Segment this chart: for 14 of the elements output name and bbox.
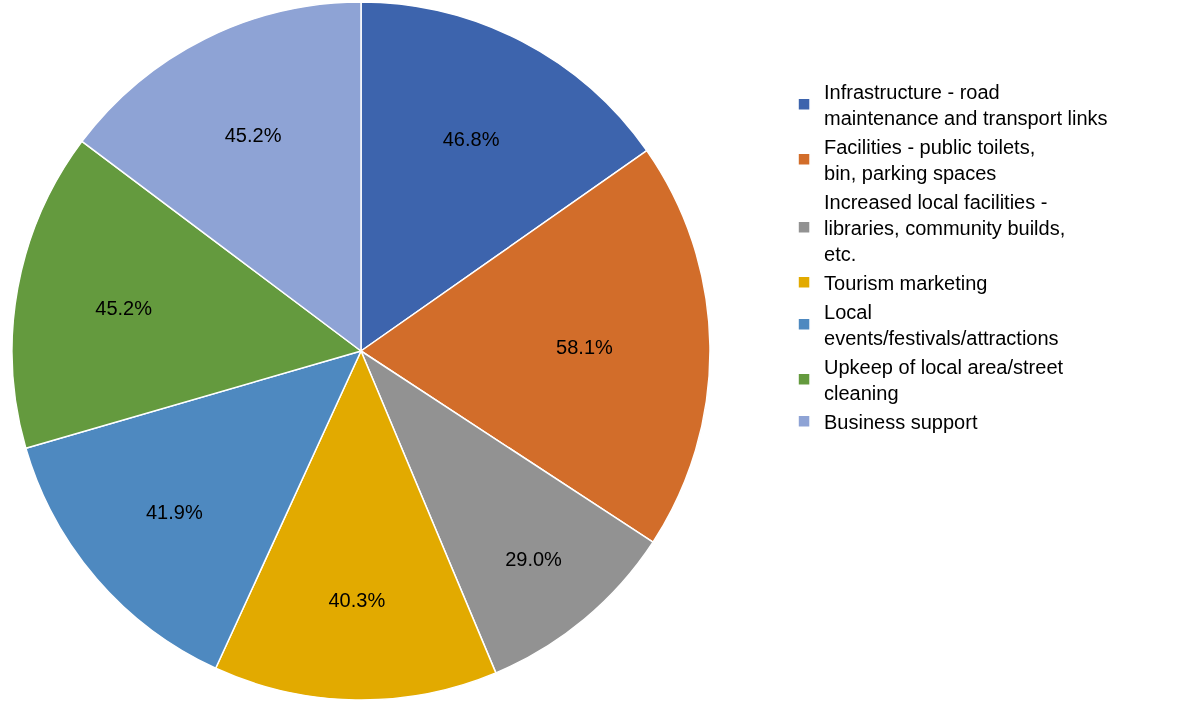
data-label: 40.3% bbox=[328, 589, 386, 611]
legend-label: Business support bbox=[824, 411, 978, 434]
legend-label: Tourism marketing bbox=[824, 272, 988, 295]
data-label: 45.2% bbox=[95, 296, 153, 319]
data-label: 29.0% bbox=[505, 547, 563, 570]
data-label: 41.9% bbox=[145, 500, 203, 523]
legend-label: Local events/festivals/attractions bbox=[824, 301, 1059, 350]
legend-label: Upkeep of local area/street cleaning bbox=[824, 356, 1064, 405]
legend-label: Increased local facilities - libraries, community builds, etc. bbox=[824, 191, 1066, 266]
data-label: 58.1% bbox=[556, 336, 614, 359]
data-label: 45.2% bbox=[224, 124, 282, 147]
legend-label: Facilities - public toilets, bin, parking spaces bbox=[824, 136, 1036, 185]
legend-label: Infrastructure - road maintenance and transport links bbox=[824, 81, 1108, 130]
data-label: 46.8% bbox=[442, 128, 500, 151]
